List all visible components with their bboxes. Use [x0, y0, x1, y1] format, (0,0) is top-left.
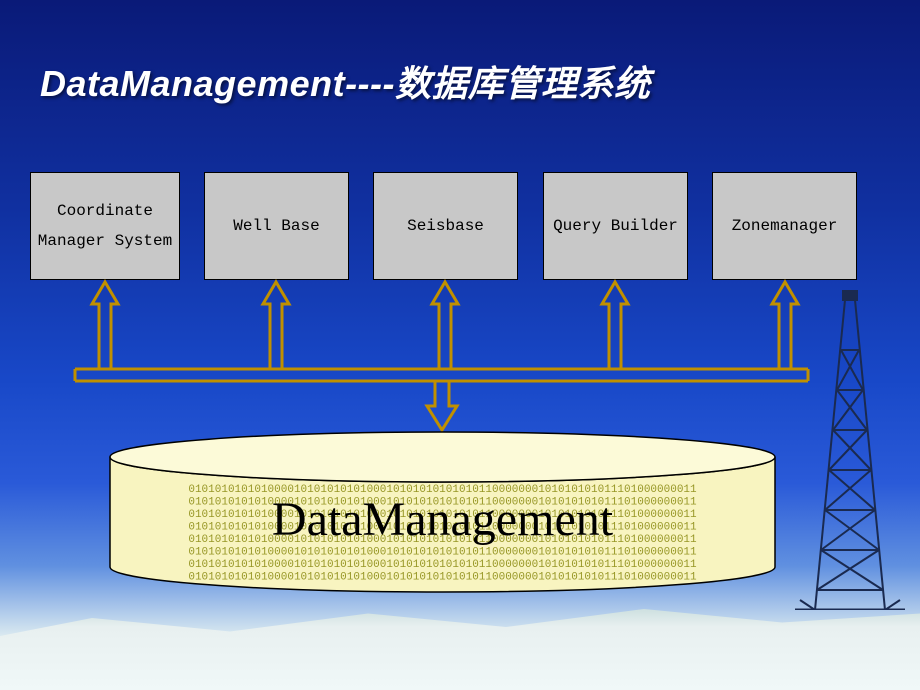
- module-box: Seisbase: [373, 172, 518, 280]
- module-box: Query Builder: [543, 172, 688, 280]
- svg-text:010101010101000010101010101000: 0101010101010000101010101010001010101010…: [188, 559, 697, 571]
- module-box: Well Base: [204, 172, 349, 280]
- module-box: Zonemanager: [712, 172, 857, 280]
- slide-title: DataManagement----数据库管理系统: [40, 55, 651, 107]
- svg-text:010101010101000010101010101000: 0101010101010000101010101010001010101010…: [188, 572, 697, 584]
- cylinder-label: DataManagement: [272, 492, 613, 547]
- module-box: Coordinate Manager System: [30, 172, 180, 280]
- svg-text:010101010101000010101010101000: 0101010101010000101010101010001010101010…: [188, 547, 697, 559]
